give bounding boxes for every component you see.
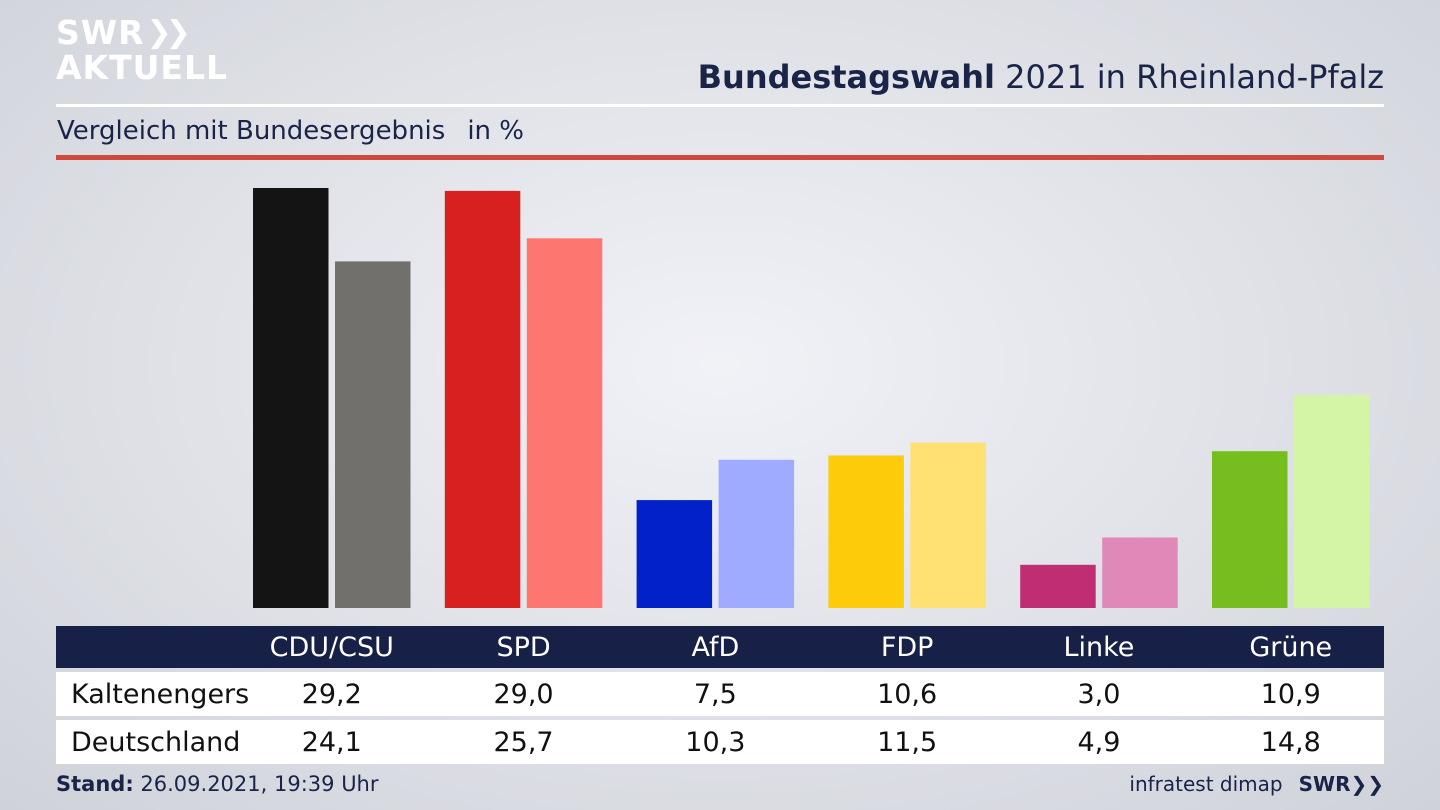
row-label: Kaltenengers xyxy=(71,678,250,710)
value-cell: 10,9 xyxy=(1260,678,1321,710)
value-cell: 7,5 xyxy=(693,678,737,710)
unit-label: in % xyxy=(467,116,524,146)
bar-gr-ne-kaltenengers xyxy=(1212,451,1288,608)
source-label: infratest dimap xyxy=(1129,772,1283,796)
subtitle-text: Vergleich mit Bundesergebnis xyxy=(57,116,446,146)
timestamp: Stand: 26.09.2021, 19:39 Uhr xyxy=(56,772,379,796)
swr-brand-text: SWR xyxy=(1298,772,1351,796)
results-table: CDU/CSU SPD AfD FDP Linke Grüne Kaltenengers 2… xyxy=(56,626,1384,764)
row-label: Deutschland xyxy=(71,726,241,758)
bar-linke-deutschland xyxy=(1102,537,1178,608)
chevron-logo-icon: ❯❯ xyxy=(146,14,191,50)
logo-line2: AKTUELL xyxy=(56,48,229,87)
chevron-brand-icon: ❯❯ xyxy=(1350,772,1384,796)
bar-afd-kaltenengers xyxy=(636,500,713,608)
table-row-deutschland: Deutschland 24,1 25,7 10,3 11,5 4,9 14,8 xyxy=(56,720,1384,764)
column-header-fdp: FDP xyxy=(880,631,934,663)
bar-fdp-kaltenengers xyxy=(828,455,904,608)
value-cell: 4,9 xyxy=(1077,726,1121,758)
bar-afd-deutschland xyxy=(718,459,795,608)
value-cell: 24,1 xyxy=(301,726,362,758)
column-header-spd: SPD xyxy=(496,631,551,663)
table-header-row: CDU/CSU SPD AfD FDP Linke Grüne xyxy=(56,626,1384,668)
bar-gr-ne-deutschland xyxy=(1294,395,1370,608)
value-cell: 25,7 xyxy=(493,726,554,758)
value-cell: 3,0 xyxy=(1077,678,1121,710)
bar-fdp-deutschland xyxy=(910,442,986,608)
logo-line1: SWR xyxy=(56,13,145,52)
bar-linke-kaltenengers xyxy=(1020,564,1096,608)
page-title: Bundestagswahl 2021 in Rheinland-Pfalz xyxy=(698,58,1384,96)
accent-divider xyxy=(56,155,1384,160)
stand-label: Stand: xyxy=(56,772,134,796)
bar-spd-kaltenengers xyxy=(444,190,521,608)
column-header-linke: Linke xyxy=(1063,631,1135,663)
value-cell: 10,6 xyxy=(877,678,938,710)
bar-cdu-csu-kaltenengers xyxy=(253,188,329,608)
subtitle: Vergleich mit Bundesergebnis in % xyxy=(57,116,524,146)
bar-spd-deutschland xyxy=(526,238,603,609)
value-cell: 14,8 xyxy=(1260,726,1321,758)
column-header-gr-ne: Grüne xyxy=(1249,631,1333,663)
title-rest: 2021 in Rheinland-Pfalz xyxy=(1005,58,1384,96)
bar-cdu-csu-deutschland xyxy=(335,261,411,608)
title-divider xyxy=(56,104,1384,107)
value-cell: 29,0 xyxy=(493,678,554,710)
bar-chart xyxy=(253,188,1370,609)
swr-brand: SWR❯❯ xyxy=(1299,772,1384,796)
value-cell: 10,3 xyxy=(685,726,746,758)
table-row-kaltenengers: Kaltenengers 29,2 29,0 7,5 10,6 3,0 10,9 xyxy=(56,672,1384,716)
title-bold: Bundestagswahl xyxy=(697,58,995,96)
column-header-cdu-csu: CDU/CSU xyxy=(269,631,394,663)
swr-aktuell-logo: SWR ❯❯ AKTUELL xyxy=(56,16,228,84)
source-credit: infratest dimap SWR❯❯ xyxy=(1129,772,1384,796)
value-cell: 11,5 xyxy=(877,726,938,758)
column-header-afd: AfD xyxy=(691,631,740,663)
stand-value: 26.09.2021, 19:39 Uhr xyxy=(140,772,379,796)
value-cell: 29,2 xyxy=(301,678,362,710)
